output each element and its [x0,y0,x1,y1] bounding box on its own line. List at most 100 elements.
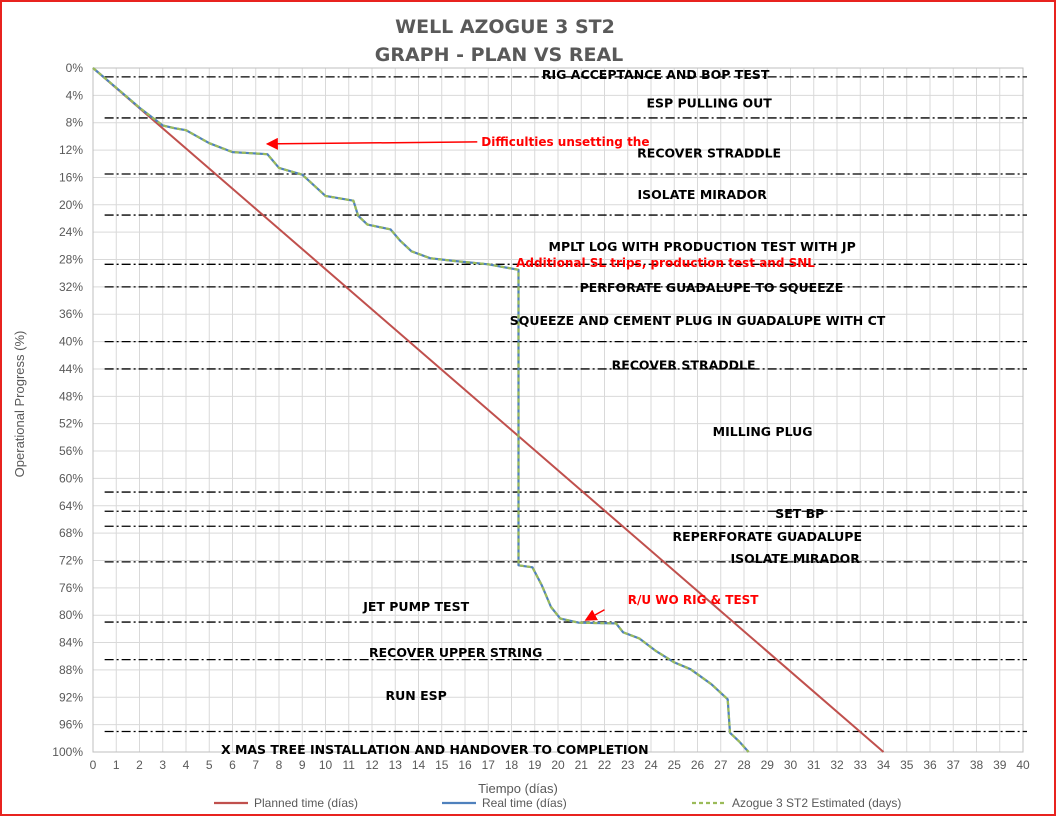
annotations: Difficulties unsetting the Additional SL … [265,135,815,621]
phase-label: RUN ESP [386,688,447,703]
annotation-label: Additional SL trips, production test and… [516,256,815,270]
y-tick-label: 56% [59,444,83,458]
legend-label-2: Azogue 3 ST2 Estimated (days) [732,796,901,810]
y-tick-label: 36% [59,307,83,321]
x-tick-label: 28 [737,758,751,772]
x-axis-ticks: 0 1 2 3 4 5 6 7 8 9 10 11 12 13 14 15 16 17 18 19 20 21 22 23 24… [90,758,1030,772]
phase-label: JET PUMP TEST [362,599,469,614]
y-tick-label: 72% [59,553,83,567]
x-tick-label: 9 [299,758,306,772]
annotation-label: R/U WO RIG & TEST [628,593,760,607]
x-tick-label: 25 [668,758,682,772]
phase-label: SET BP [775,506,824,521]
y-tick-label: 52% [59,417,83,431]
x-tick-label: 26 [691,758,705,772]
x-tick-label: 7 [252,758,259,772]
phase-label: MPLT LOG WITH PRODUCTION TEST WITH JP [549,239,856,254]
phase-label: RECOVER STRADDLE [612,358,756,373]
y-axis-label: Operational Progress (%) [12,331,27,478]
x-tick-label: 21 [575,758,589,772]
data-series [92,67,885,753]
x-tick-label: 5 [206,758,213,772]
y-tick-label: 96% [59,718,83,732]
x-tick-label: 12 [365,758,379,772]
y-tick-label: 24% [59,225,83,239]
annotation-label: Difficulties unsetting the [481,135,649,149]
y-tick-label: 4% [66,88,84,102]
x-tick-label: 1 [113,758,120,772]
x-tick-label: 34 [877,758,891,772]
y-tick-label: 28% [59,253,83,267]
x-tick-label: 10 [319,758,333,772]
y-tick-label: 8% [66,116,84,130]
x-tick-label: 20 [551,758,565,772]
x-tick-label: 24 [644,758,658,772]
legend-label-0: Planned time (días) [254,796,358,810]
x-tick-label: 27 [714,758,728,772]
x-tick-label: 35 [900,758,914,772]
legend-label-1: Real time (días) [482,796,567,810]
phase-labels: RIG ACCEPTANCE AND BOP TEST ESP PULLING O… [221,67,886,757]
y-tick-label: 60% [59,471,83,485]
x-tick-label: 16 [458,758,472,772]
series-line-0 [92,67,885,753]
phase-label: RECOVER UPPER STRING [369,645,542,660]
x-tick-label: 0 [90,758,97,772]
y-tick-label: 44% [59,362,83,376]
x-tick-label: 32 [830,758,844,772]
x-tick-label: 33 [854,758,868,772]
plot-area-border [92,67,1024,753]
phase-label: RIG ACCEPTANCE AND BOP TEST [542,67,770,82]
x-tick-label: 22 [598,758,612,772]
y-axis-ticks: 0% 4% 8% 12% 16% 20% 24% 28% 32% 36% 40% 44% 48% 52% 5… [52,61,83,759]
phase-boundaries [104,76,1027,733]
x-tick-label: 18 [505,758,519,772]
y-tick-label: 64% [59,499,83,513]
y-tick-label: 92% [59,690,83,704]
x-tick-label: 14 [412,758,426,772]
y-tick-label: 84% [59,636,83,650]
chart-title-line-1: WELL AZOGUE 3 ST2 [395,16,615,38]
y-tick-label: 12% [59,143,83,157]
phase-label: REPERFORATE GUADALUPE [672,529,862,544]
x-tick-label: 11 [343,758,356,772]
x-tick-label: 4 [183,758,190,772]
x-tick-label: 39 [993,758,1007,772]
y-tick-label: 100% [52,745,83,759]
y-tick-label: 32% [59,280,83,294]
y-tick-label: 80% [59,608,83,622]
phase-label: MILLING PLUG [713,424,813,439]
x-tick-label: 40 [1016,758,1030,772]
gridlines [92,67,1024,753]
y-tick-label: 68% [59,526,83,540]
chart-title-line-2: GRAPH - PLAN VS REAL [375,44,624,66]
x-tick-label: 13 [389,758,403,772]
annotation-arrow [584,609,605,621]
x-tick-label: 30 [784,758,798,772]
series-line-2 [92,67,750,753]
x-tick-label: 17 [482,758,496,772]
y-tick-label: 0% [66,61,84,75]
y-tick-label: 48% [59,389,83,403]
phase-label: SQUEEZE AND CEMENT PLUG IN GUADALUPE WIT… [510,313,886,328]
phase-label: ISOLATE MIRADOR [730,551,860,566]
phase-label: X MAS TREE INSTALLATION AND HANDOVER TO … [221,742,649,757]
phase-label: PERFORATE GUADALUPE TO SQUEEZE [580,280,844,295]
x-tick-label: 6 [229,758,236,772]
x-tick-label: 3 [159,758,166,772]
x-tick-label: 29 [761,758,775,772]
annotation-arrow [265,137,478,150]
x-tick-label: 36 [923,758,937,772]
x-tick-label: 38 [970,758,984,772]
x-tick-label: 23 [621,758,635,772]
x-tick-label: 31 [807,758,821,772]
y-tick-label: 76% [59,581,83,595]
phase-label: ISOLATE MIRADOR [637,187,767,202]
x-axis-label: Tiempo (días) [478,781,558,796]
phase-label: ESP PULLING OUT [646,96,772,111]
x-tick-label: 37 [947,758,961,772]
x-tick-label: 8 [276,758,283,772]
y-tick-label: 88% [59,663,83,677]
